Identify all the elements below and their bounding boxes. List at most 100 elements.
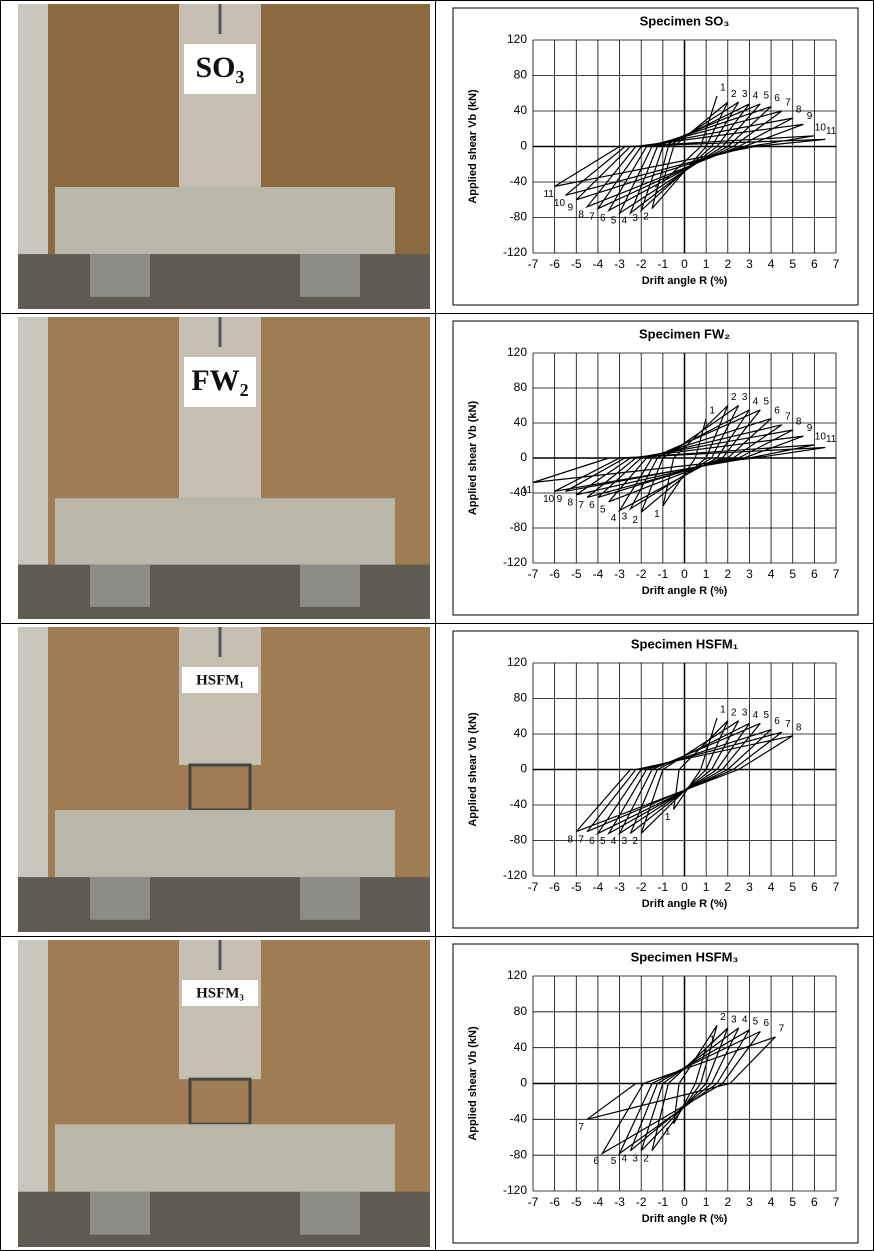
cycle-label: 6 (774, 716, 780, 727)
cycle-label: 5 (763, 397, 769, 408)
hysteresis-curve (554, 95, 826, 215)
cycle-label: 5 (600, 504, 606, 515)
cycle-label: 4 (753, 710, 759, 721)
x-tick-label: -1 (658, 257, 669, 271)
y-tick-label: 0 (520, 450, 527, 464)
cycle-label: 11 (826, 126, 837, 137)
x-tick-label: 3 (746, 257, 753, 271)
cycle-label: 2 (632, 836, 638, 847)
y-tick-label: 40 (514, 1040, 528, 1054)
hysteresis-curve (532, 405, 826, 513)
chart-title: Specimen FW₂ (639, 326, 730, 341)
photo-floor (18, 877, 430, 932)
support-left (90, 254, 150, 297)
chart-frame (452, 943, 859, 1244)
x-tick-label: -7 (528, 1195, 539, 1209)
x-tick-label: -3 (614, 257, 625, 271)
cycle-label: 10 (815, 432, 827, 443)
y-tick-label: 80 (514, 691, 528, 705)
cycle-label: 7 (578, 500, 584, 511)
cycle-label: 5 (611, 216, 617, 227)
x-tick-label: 2 (724, 1195, 731, 1209)
cycle-label: 3 (632, 213, 638, 224)
x-tick-label: 5 (789, 567, 796, 581)
x-tick-label: 7 (833, 880, 840, 894)
cycle-label: 6 (589, 836, 595, 847)
y-tick-label: 120 (507, 32, 527, 46)
cycle-label: 1 (654, 509, 660, 520)
x-tick-label: -3 (614, 567, 625, 581)
x-tick-label: 5 (789, 1195, 796, 1209)
chart-frame (452, 320, 859, 616)
x-tick-label: -7 (528, 257, 539, 271)
x-tick-label: -5 (571, 880, 582, 894)
y-tick-label: 0 (520, 762, 527, 776)
cycle-label: 3 (622, 836, 628, 847)
y-tick-label: -120 (503, 1183, 527, 1197)
cycle-label: 10 (815, 122, 827, 133)
cycle-label: 7 (589, 211, 595, 222)
beam (55, 498, 395, 565)
cycle-label: 2 (731, 89, 737, 100)
x-tick-label: -4 (593, 880, 604, 894)
cycle-label: 9 (568, 202, 574, 213)
hysteresis-curve (586, 1024, 776, 1156)
y-tick-label: 0 (520, 1076, 527, 1090)
cycle-label: 6 (763, 1018, 769, 1029)
specimen-photo: SO₃ (18, 4, 430, 309)
x-tick-label: 6 (811, 1195, 818, 1209)
x-tick-label: 7 (833, 1195, 840, 1209)
y-tick-label: 80 (514, 68, 528, 82)
x-tick-label: 2 (724, 880, 731, 894)
x-tick-label: -5 (571, 567, 582, 581)
support-right (300, 564, 360, 607)
y-axis-label: Applied shear Vb (kN) (467, 1026, 479, 1141)
cycle-label: 7 (779, 1024, 785, 1035)
y-axis-label: Applied shear Vb (kN) (467, 89, 479, 204)
cycle-label: 1 (709, 405, 715, 416)
cycle-label: 3 (632, 1153, 638, 1164)
column (179, 4, 261, 187)
x-tick-label: 3 (746, 567, 753, 581)
support-left (90, 877, 150, 920)
chart-title: Specimen SO₃ (640, 13, 730, 28)
cycle-label: 11 (826, 434, 837, 445)
x-tick-label: 0 (681, 567, 688, 581)
cycle-label: 2 (720, 1012, 726, 1023)
cycle-label: 7 (785, 411, 791, 422)
y-tick-label: -120 (503, 245, 527, 259)
x-tick-label: -3 (614, 1195, 625, 1209)
x-tick-label: 3 (746, 880, 753, 894)
x-tick-label: -2 (636, 880, 647, 894)
x-tick-label: 0 (681, 257, 688, 271)
label-card (184, 44, 256, 94)
y-tick-label: 40 (514, 726, 528, 740)
y-tick-label: -40 (510, 797, 528, 811)
cycle-label: 7 (785, 98, 791, 109)
x-axis-label: Drift angle R (%) (642, 585, 728, 597)
cycle-label: 9 (557, 494, 563, 505)
cycle-label: 4 (622, 1153, 628, 1164)
specimen-photo: HSFM₃ (18, 940, 430, 1247)
x-tick-label: 7 (833, 257, 840, 271)
y-tick-label: 40 (514, 415, 528, 429)
cycle-label: 4 (753, 397, 759, 408)
cycle-label: 3 (742, 392, 748, 403)
cycle-label: 4 (611, 836, 617, 847)
cycle-label: 10 (543, 494, 555, 505)
y-tick-label: -80 (510, 833, 528, 847)
chart: Specimen HSFM₁-7 -6 -5 -4 -3 -2 -1 0 1 2 3 4 5 6 7-120… (452, 630, 859, 929)
cycle-label: 2 (643, 1153, 649, 1164)
chart: Specimen SO₃-7 -6 -5 -4 -3 -2 -1 0 1 2 3 4 5 6 7-120-8… (452, 7, 859, 306)
cycle-label: 2 (643, 211, 649, 222)
cycle-label: 9 (807, 111, 813, 122)
support-right (300, 254, 360, 297)
x-tick-label: -7 (528, 567, 539, 581)
support-left (90, 564, 150, 607)
y-tick-label: 0 (520, 139, 527, 153)
cycle-label: 3 (731, 1015, 737, 1026)
cycle-label: 5 (611, 1156, 617, 1167)
x-tick-label: 6 (811, 567, 818, 581)
cycle-label: 11 (543, 189, 554, 200)
x-tick-label: 7 (833, 567, 840, 581)
